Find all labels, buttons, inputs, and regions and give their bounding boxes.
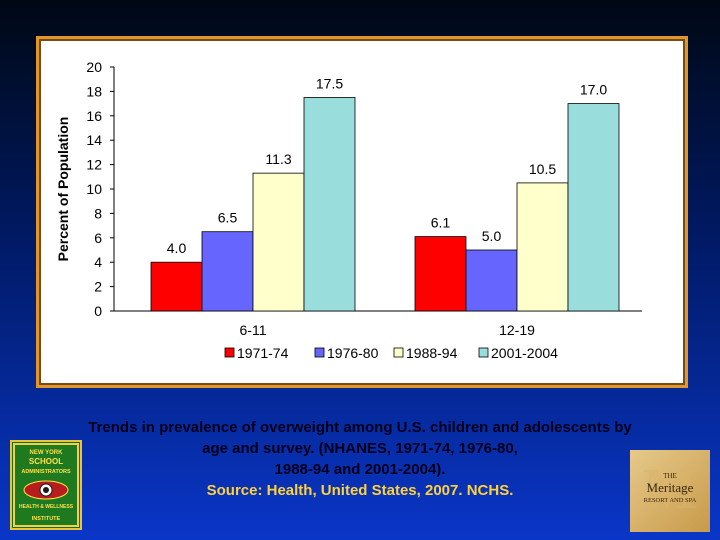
bar-1976-80-6-11 (201, 231, 254, 312)
meritage-resort-logo: M THE Meritage RESORT AND SPA (630, 450, 710, 532)
logo-right-line1: THE (663, 472, 677, 480)
y-tick-label: 10 (86, 181, 102, 197)
y-tick-label: 2 (94, 279, 102, 295)
bar-value-label: 6.5 (218, 210, 238, 226)
y-tick-label: 14 (86, 132, 102, 148)
bar-1988-94-6-11 (252, 172, 305, 312)
caption-source: Source: Health, United States, 2007. NCH… (206, 482, 514, 499)
bar-1988-94-12-19 (516, 182, 569, 312)
y-tick-label: 6 (94, 230, 102, 246)
y-tick-label: 16 (86, 108, 102, 124)
bar-value-label: 4.0 (167, 240, 187, 256)
logo-left-line3: ADMINISTRATORS (21, 469, 71, 475)
y-tick-label: 12 (86, 157, 102, 173)
legend-swatch (314, 347, 325, 358)
logo-left-line4: HEALTH & WELLNESS (19, 504, 74, 510)
chart-frame: 0 2 4 6 8 10 12 14 16 18 20 Percent of Population 4.… (36, 36, 688, 388)
bar-value-label: 17.5 (316, 76, 343, 92)
legend-swatch (478, 347, 489, 358)
bar-1971-74-6-11 (150, 261, 203, 312)
legend-swatch (224, 347, 235, 358)
caption-line-1: Trends in prevalence of overweight among… (88, 419, 632, 436)
caption-line-2: age and survey. (NHANES, 1971-74, 1976-8… (202, 440, 518, 457)
bar-chart: 0 2 4 6 8 10 12 14 16 18 20 Percent of Population 4.… (55, 59, 642, 361)
legend-label: 1971-74 (237, 345, 289, 361)
legend-swatch (393, 347, 404, 358)
bar-value-label: 6.1 (431, 215, 451, 231)
bar-2001-2004-12-19 (567, 103, 620, 312)
logo-right-line3: RESORT AND SPA (644, 497, 697, 504)
bar-value-label: 17.0 (580, 82, 607, 98)
legend-label: 1976-80 (327, 345, 379, 361)
bar-1976-80-12-19 (465, 249, 518, 312)
bar-2001-2004-6-11 (303, 97, 356, 312)
y-tick-label: 20 (86, 59, 102, 75)
y-tick-label: 18 (86, 83, 102, 99)
meritage-logo-art: M THE Meritage RESORT AND SPA (643, 456, 698, 521)
y-tick-label: 0 (94, 303, 102, 319)
bar-1971-74-12-19 (414, 236, 467, 312)
y-axis-label: Percent of Population (55, 117, 71, 262)
slide-caption: Trends in prevalence of overweight among… (0, 417, 720, 501)
school-logo-art: NEW YORK SCHOOL ADMINISTRATORS HEALTH & … (13, 443, 79, 527)
logo-left-line2: SCHOOL (29, 457, 63, 466)
y-tick-label: 4 (94, 254, 102, 270)
category-label: 12-19 (499, 322, 535, 338)
bar-value-label: 5.0 (482, 228, 502, 244)
logo-left-line1: NEW YORK (30, 450, 64, 456)
svg-text:M: M (643, 456, 698, 521)
category-label: 6-11 (240, 322, 267, 338)
legend-label: 2001-2004 (491, 345, 558, 361)
bar-value-label: 11.3 (265, 151, 291, 167)
caption-line-3: 1988-94 and 2001-2004). (274, 461, 446, 478)
bar-value-label: 10.5 (529, 161, 556, 177)
legend-label: 1988-94 (406, 345, 458, 361)
school-administrators-logo: NEW YORK SCHOOL ADMINISTRATORS HEALTH & … (10, 440, 82, 530)
y-tick-label: 8 (94, 205, 102, 221)
logo-left-line5: INSTITUTE (32, 516, 61, 522)
logo-right-line2: Meritage (647, 480, 694, 495)
